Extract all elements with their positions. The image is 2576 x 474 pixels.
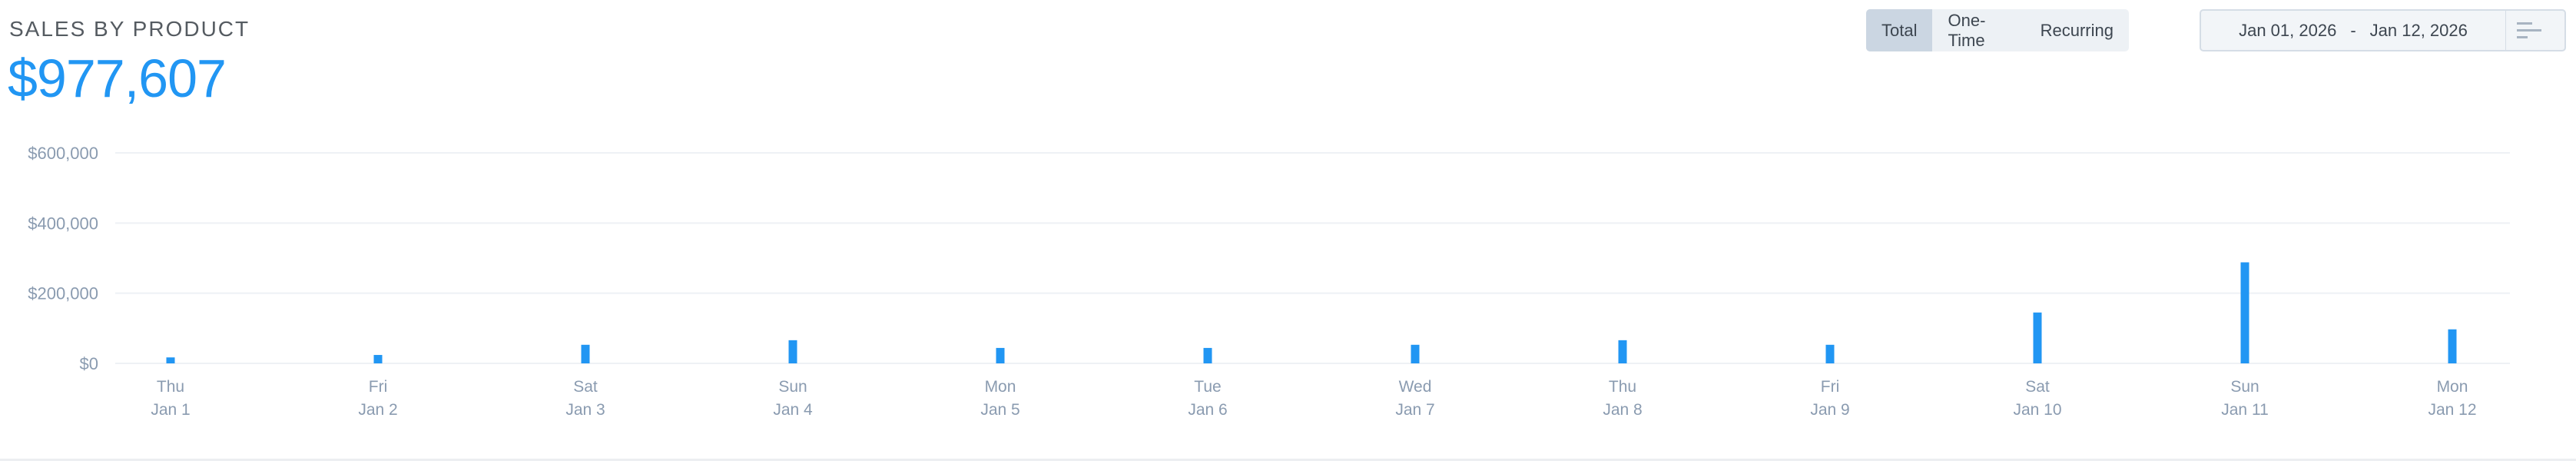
date-range-picker[interactable]: Jan 01, 2026 - Jan 12, 2026	[2200, 9, 2566, 51]
x-tick-date: Jan 12	[2428, 401, 2476, 419]
sales-type-toggle: Total One-Time Recurring	[1866, 9, 2129, 51]
x-tick-day: Tue	[1194, 378, 1221, 396]
x-tick-day: Thu	[157, 378, 184, 396]
bar	[2240, 262, 2249, 363]
date-end: Jan 12, 2026	[2369, 20, 2468, 40]
toggle-total[interactable]: Total	[1866, 9, 1933, 51]
bar	[1203, 347, 1212, 363]
menu-lines-icon[interactable]	[2505, 11, 2564, 50]
y-tick-label: $0	[80, 354, 98, 373]
x-tick-day: Fri	[1821, 378, 1840, 396]
y-tick-label: $200,000	[28, 284, 98, 303]
x-tick-day: Sun	[2230, 378, 2259, 396]
bar	[996, 347, 1005, 363]
x-tick-date: Jan 2	[358, 401, 397, 419]
x-tick-date: Jan 7	[1395, 401, 1434, 419]
bar	[1825, 344, 1835, 363]
x-tick-date: Jan 10	[2013, 401, 2061, 419]
x-tick-date: Jan 11	[2221, 401, 2269, 419]
toggle-recurring[interactable]: Recurring	[2040, 20, 2114, 40]
bar	[373, 355, 383, 363]
date-range-display[interactable]: Jan 01, 2026 - Jan 12, 2026	[2201, 11, 2505, 50]
x-tick-date: Jan 5	[980, 401, 1019, 419]
x-tick-date: Jan 8	[1603, 401, 1642, 419]
bar	[2448, 329, 2457, 363]
date-start: Jan 01, 2026	[2239, 20, 2337, 40]
x-tick-date: Jan 4	[773, 401, 813, 419]
toggle-one-time[interactable]: One-Time	[1948, 10, 1986, 50]
bar	[1411, 344, 1420, 363]
x-tick-day: Wed	[1399, 378, 1432, 396]
panel-bottom-border	[0, 459, 2576, 461]
x-tick-day: Thu	[1609, 378, 1636, 396]
bar	[1618, 340, 1627, 363]
bar	[166, 357, 175, 363]
bar	[581, 344, 590, 363]
x-tick-day: Fri	[369, 378, 388, 396]
x-tick-date: Jan 6	[1188, 401, 1227, 419]
x-tick-day: Mon	[2437, 378, 2468, 396]
x-tick-day: Sat	[2025, 378, 2050, 396]
x-tick-day: Mon	[985, 378, 1016, 396]
x-tick-date: Jan 9	[1810, 401, 1849, 419]
x-tick-date: Jan 3	[565, 401, 605, 419]
x-tick-day: Sat	[573, 378, 598, 396]
x-tick-day: Sun	[778, 378, 807, 396]
bar	[2033, 312, 2042, 363]
y-tick-label: $400,000	[28, 214, 98, 233]
total-sales-value: $977,607	[8, 48, 227, 108]
bar	[788, 340, 797, 363]
chart-title: SALES BY PRODUCT	[9, 17, 250, 41]
y-tick-label: $600,000	[28, 144, 98, 163]
date-separator: -	[2350, 20, 2356, 40]
x-tick-date: Jan 1	[151, 401, 190, 419]
